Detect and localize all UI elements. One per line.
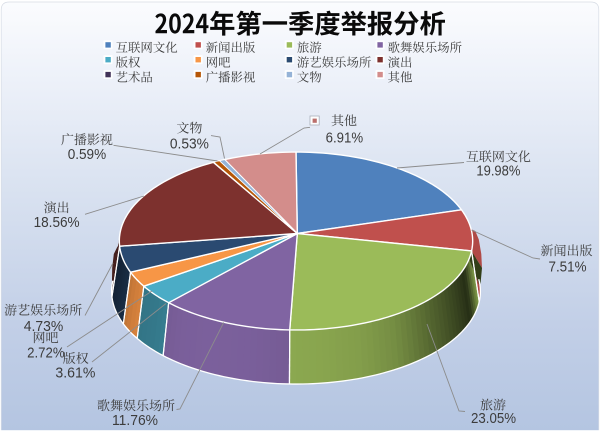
svg-text:0.53%: 0.53% bbox=[170, 136, 209, 153]
svg-text:6.91%: 6.91% bbox=[326, 130, 364, 147]
svg-text:3.61%: 3.61% bbox=[55, 364, 95, 381]
svg-text:2.72%: 2.72% bbox=[27, 344, 65, 361]
svg-text:11.76%: 11.76% bbox=[112, 412, 158, 429]
svg-text:0.59%: 0.59% bbox=[68, 146, 107, 163]
svg-text:23.05%: 23.05% bbox=[471, 410, 516, 427]
svg-text:7.51%: 7.51% bbox=[549, 258, 587, 275]
svg-text:19.98%: 19.98% bbox=[476, 163, 520, 180]
svg-text:4.73%: 4.73% bbox=[24, 318, 64, 335]
svg-text:18.56%: 18.56% bbox=[34, 214, 80, 231]
